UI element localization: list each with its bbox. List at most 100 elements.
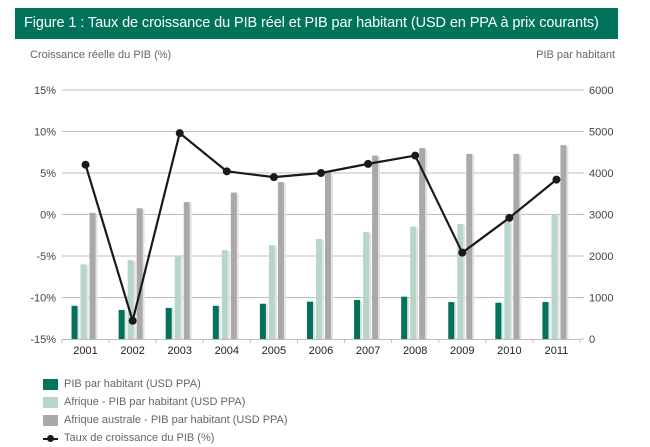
bar-shadow [566,146,569,339]
legend-item-afrique-australe: Afrique australe - PIB par habitant (USD… [43,411,288,429]
bar-shadow [331,172,333,339]
bar-pib-habitant [118,309,125,339]
bar-shadow [369,232,372,339]
bar-shadow [519,154,522,339]
bar-shadow [407,297,410,339]
growth-point [317,169,325,177]
bar-afrique [221,250,228,339]
right-tick-label: 0 [589,334,595,346]
growth-line [81,129,561,325]
bar-afrique-australe [513,153,520,339]
left-tick-label: 10% [34,127,56,139]
bar-afrique-australe [325,171,331,339]
bar-shadow [360,300,363,339]
x-tick-label: 2009 [450,345,474,357]
bar-afrique [80,264,87,339]
bar-pib-habitant [259,303,266,339]
left-tick-label: -15% [30,334,56,346]
bar-shadow [463,225,466,339]
right-tick-label: 4000 [589,168,613,180]
bar-pib-habitant [401,296,408,339]
bar-afrique [504,221,511,339]
right-tick-label: 1000 [589,293,613,305]
bar-shadow [557,215,560,339]
bar-shadow [133,261,136,339]
growth-point [175,129,184,138]
bar-pib-habitant [495,302,502,339]
bar-shadow [124,310,127,339]
bar-afrique-australe [372,155,379,339]
legend-swatch-afrique [43,396,58,408]
growth-point [411,151,420,160]
x-tick-label: 2004 [215,345,239,357]
bar-shadow [510,222,513,339]
left-tick-label: 15% [34,85,56,97]
left-tick-label: 0% [40,210,56,222]
legend-item-croissance: Taux de croissance du PIB (%) [43,429,288,447]
bar-shadow [454,303,457,339]
x-tick-label: 2010 [497,345,521,357]
bar-shadow [218,306,221,339]
bar-pib-habitant [354,299,361,339]
bar-shadow [548,303,551,339]
bar-shadow [472,154,475,339]
bar-afrique-australe [136,208,143,339]
bar-pib-habitant [71,305,78,339]
x-tick-label: 2003 [167,345,191,357]
legend-swatch-afrique-australe [43,414,58,426]
x-tick-label: 2011 [545,345,569,357]
right-tick-label: 2000 [589,251,613,263]
bar-pib-habitant [165,307,172,339]
bars [71,145,569,339]
bar-shadow [274,246,277,339]
bar-afrique [551,214,558,339]
line-marker-icon [43,433,58,444]
left-tick-label: -5% [36,251,56,263]
legend-item-afrique: Afrique - PIB par habitant (USD PPA) [43,393,288,411]
x-tick-label: 2006 [309,345,333,357]
bar-afrique-australe [419,148,426,339]
bar-afrique-australe [183,202,190,339]
bar-pib-habitant [542,302,549,339]
legend-label: Afrique australe - PIB par habitant (USD… [64,414,288,426]
bar-shadow [86,265,89,339]
left-axis-ticks: 15% 10% 5% 0% -5% -10% -15% [30,85,56,346]
bar-pib-habitant [212,305,219,339]
bar-shadow [378,156,381,339]
bar-afrique [127,260,134,339]
right-axis-ticks: 6000 5000 4000 3000 2000 1000 0 [580,85,613,346]
growth-point [128,316,137,325]
bar-shadow [283,183,286,339]
bar-shadow [425,149,428,339]
bar-afrique [316,238,322,339]
growth-point [552,175,561,184]
growth-point [81,160,90,169]
bar-afrique-australe [89,212,96,339]
legend: PIB par habitant (USD PPA) Afrique - PIB… [43,375,288,447]
right-tick-label: 6000 [589,85,613,97]
growth-point [269,173,278,182]
bar-shadow [236,193,239,339]
right-tick-label: 5000 [589,127,613,139]
x-tick-label: 2002 [120,345,144,357]
bar-shadow [180,257,183,339]
bar-afrique [174,256,181,339]
bar-shadow [95,213,98,339]
growth-point [505,213,514,222]
bar-pib-habitant [307,301,313,339]
bar-shadow [77,306,80,339]
growth-point [222,167,231,176]
legend-item-pib-habitant: PIB par habitant (USD PPA) [43,375,288,393]
bar-shadow [171,308,174,339]
bar-afrique [410,226,417,339]
legend-label: Afrique - PIB par habitant (USD PPA) [64,396,246,408]
bar-afrique-australe [277,182,284,339]
bar-shadow [501,303,504,339]
x-tick-label: 2008 [403,345,427,357]
bar-afrique [363,231,370,339]
x-tick-label: 2007 [356,345,380,357]
bar-afrique-australe [560,145,567,339]
x-tick-label: 2001 [73,345,97,357]
x-axis: 2001 2002 2003 2004 2005 2006 2007 2008 2009 2010… [61,339,581,357]
